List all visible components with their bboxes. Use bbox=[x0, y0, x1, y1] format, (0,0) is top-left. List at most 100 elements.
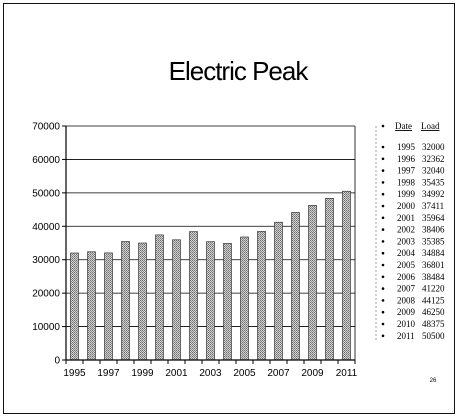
table-row-bullet bbox=[381, 263, 385, 267]
table-row-load: 50500 bbox=[422, 331, 445, 341]
table-header-bullet bbox=[381, 124, 385, 128]
bar-1998 bbox=[121, 241, 130, 361]
table-row-date: 2009 bbox=[397, 307, 416, 317]
table-row-date: 2011 bbox=[397, 331, 415, 341]
x-tick-label: 1999 bbox=[131, 368, 154, 379]
table-row-load: 34992 bbox=[422, 189, 445, 199]
table-header-date: Date bbox=[395, 121, 412, 131]
bar-2004 bbox=[223, 243, 232, 361]
y-tick-label: 20000 bbox=[32, 289, 60, 300]
bar-2011 bbox=[342, 190, 351, 361]
table-row-bullet bbox=[381, 145, 385, 149]
bar-2003 bbox=[206, 241, 215, 361]
table-header-load: Load bbox=[421, 121, 440, 131]
bar-2008 bbox=[291, 212, 300, 361]
bar-1997 bbox=[104, 252, 113, 361]
table-row-load: 34884 bbox=[422, 248, 445, 258]
table-row-load: 46250 bbox=[422, 307, 445, 317]
table-row-bullet bbox=[381, 181, 385, 184]
table-row-bullet bbox=[381, 169, 385, 172]
y-tick-label: 70000 bbox=[32, 122, 60, 133]
table-row-bullet bbox=[381, 299, 385, 302]
slide-border-left bbox=[3, 3, 4, 414]
table-row-bullet bbox=[381, 216, 385, 220]
table-row-bullet bbox=[381, 334, 385, 338]
y-tick-label: 0 bbox=[54, 356, 60, 367]
bar-1995 bbox=[70, 252, 79, 361]
bar-2010 bbox=[325, 198, 334, 361]
bar-2006 bbox=[257, 231, 266, 361]
x-axis-tick-labels: 1995 1997 1999 2001 2003 2005 2007 2009 2011 bbox=[63, 368, 357, 379]
table-row-bullet bbox=[381, 287, 385, 290]
table-row-date: 2008 bbox=[397, 295, 416, 305]
slide-border-right bbox=[454, 3, 455, 414]
table-row-bullet bbox=[381, 192, 385, 196]
bar-2001 bbox=[172, 239, 181, 361]
table-row-load: 32040 bbox=[422, 166, 445, 176]
table-row-bullet bbox=[381, 251, 385, 255]
page-number: 26 bbox=[430, 378, 437, 384]
x-tick-label: 2007 bbox=[267, 368, 290, 379]
table-row-load: 32000 bbox=[422, 142, 445, 152]
table-row-date: 1999 bbox=[397, 189, 416, 199]
table-row-date: 2004 bbox=[397, 248, 416, 258]
y-tick-label: 50000 bbox=[32, 188, 60, 199]
x-tick-label: 1997 bbox=[97, 368, 120, 379]
slide-border-bottom bbox=[3, 413, 455, 414]
bars bbox=[70, 190, 351, 361]
table-row-bullet bbox=[381, 157, 385, 161]
table-row-load: 36801 bbox=[422, 260, 445, 270]
table-row-bullet bbox=[381, 204, 385, 208]
table-row-load: 44125 bbox=[422, 295, 445, 305]
table-row-bullet bbox=[381, 322, 385, 326]
table-row-date: 2002 bbox=[397, 225, 415, 235]
bar-2000 bbox=[155, 234, 164, 361]
x-tick-label: 2001 bbox=[165, 368, 188, 379]
data-table-header: Date Load bbox=[381, 121, 440, 131]
data-table-rows: 1995 32000 1996 32362 1997 32040 1998 35435 1999… bbox=[381, 142, 445, 341]
grid-lines bbox=[66, 125, 355, 327]
bar-1999 bbox=[138, 242, 147, 361]
table-row-bullet bbox=[381, 275, 385, 279]
x-tick-label: 2005 bbox=[233, 368, 256, 379]
x-tick-label: 1995 bbox=[63, 368, 86, 379]
y-tick-label: 40000 bbox=[32, 222, 60, 233]
axes bbox=[65, 126, 356, 364]
chart-title: Electric Peak bbox=[169, 56, 310, 86]
table-row-load: 38484 bbox=[422, 272, 445, 282]
x-tick-label: 2011 bbox=[336, 368, 358, 379]
x-tick-label: 2003 bbox=[199, 368, 222, 379]
table-row-date: 1997 bbox=[397, 166, 416, 176]
table-row-load: 35964 bbox=[422, 213, 445, 223]
table-row-date: 1995 bbox=[397, 142, 416, 152]
table-row-date: 2003 bbox=[397, 236, 416, 246]
y-tick-label: 10000 bbox=[32, 322, 60, 333]
table-row-bullet bbox=[381, 228, 385, 231]
x-tick-label: 2009 bbox=[301, 368, 324, 379]
table-row-load: 35385 bbox=[422, 236, 445, 246]
table-row-bullet bbox=[381, 310, 385, 314]
table-row-date: 2001 bbox=[397, 213, 415, 223]
table-row-load: 48375 bbox=[422, 319, 445, 329]
table-row-date: 2000 bbox=[397, 201, 416, 211]
table-row-date: 2006 bbox=[397, 272, 416, 282]
y-tick-label: 30000 bbox=[32, 255, 60, 266]
table-row-load: 37411 bbox=[422, 201, 444, 211]
slide-border-top bbox=[3, 3, 455, 4]
table-row-date: 1998 bbox=[397, 177, 416, 187]
table-row-load: 32362 bbox=[422, 154, 445, 164]
bar-2002 bbox=[189, 231, 198, 361]
y-axis-ticks bbox=[62, 125, 66, 361]
table-row-date: 1996 bbox=[397, 154, 416, 164]
table-row-load: 38406 bbox=[422, 225, 445, 235]
table-row-date: 2005 bbox=[397, 260, 416, 270]
table-row-date: 2010 bbox=[397, 319, 416, 329]
bar-1996 bbox=[87, 251, 96, 361]
bar-2005 bbox=[240, 236, 249, 361]
table-row-load: 41220 bbox=[422, 284, 445, 294]
table-row-load: 35435 bbox=[422, 177, 445, 187]
bar-2007 bbox=[274, 221, 283, 361]
